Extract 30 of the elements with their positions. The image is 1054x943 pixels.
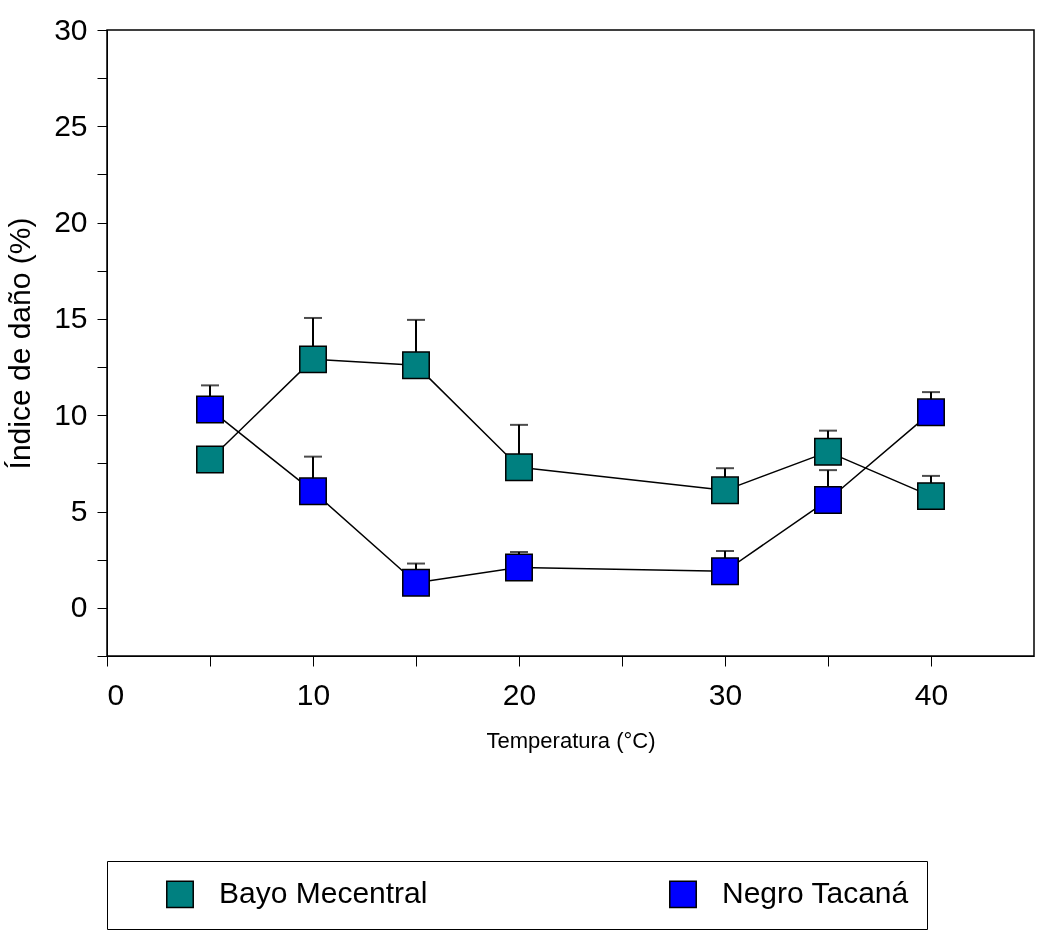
- point: [402, 351, 430, 380]
- x-tick-label: 20: [502, 677, 537, 711]
- y-tick-label: 5: [70, 494, 88, 528]
- y-tick-label: 20: [54, 205, 88, 239]
- legend-label: Bayo Mecentral: [219, 876, 428, 910]
- x-tick-label: 0: [107, 677, 125, 711]
- point: [505, 453, 533, 482]
- y-tick-label: 25: [54, 108, 88, 142]
- x-axis-title: Temperatura (°C): [486, 727, 656, 753]
- point: [814, 437, 842, 466]
- x-tick-label: 40: [914, 677, 949, 711]
- point: [711, 476, 739, 505]
- y-tick-label: 0: [70, 590, 88, 624]
- point: [814, 486, 842, 514]
- point: [196, 445, 224, 474]
- x-tick-label: 10: [296, 677, 331, 711]
- point: [711, 557, 739, 586]
- legend-label: Negro Tacaná: [722, 876, 909, 910]
- point: [402, 568, 430, 597]
- point: [196, 395, 224, 424]
- y-tick-label: 30: [54, 12, 88, 46]
- x-tick-label: 30: [708, 677, 743, 711]
- point: [299, 477, 327, 506]
- point: [505, 553, 533, 582]
- point: [299, 345, 327, 374]
- y-tick-label: 15: [54, 301, 88, 335]
- point: [917, 398, 945, 427]
- point: [917, 482, 945, 511]
- y-axis-title: Índice de daño (%): [3, 217, 37, 470]
- y-tick-label: 10: [54, 397, 88, 431]
